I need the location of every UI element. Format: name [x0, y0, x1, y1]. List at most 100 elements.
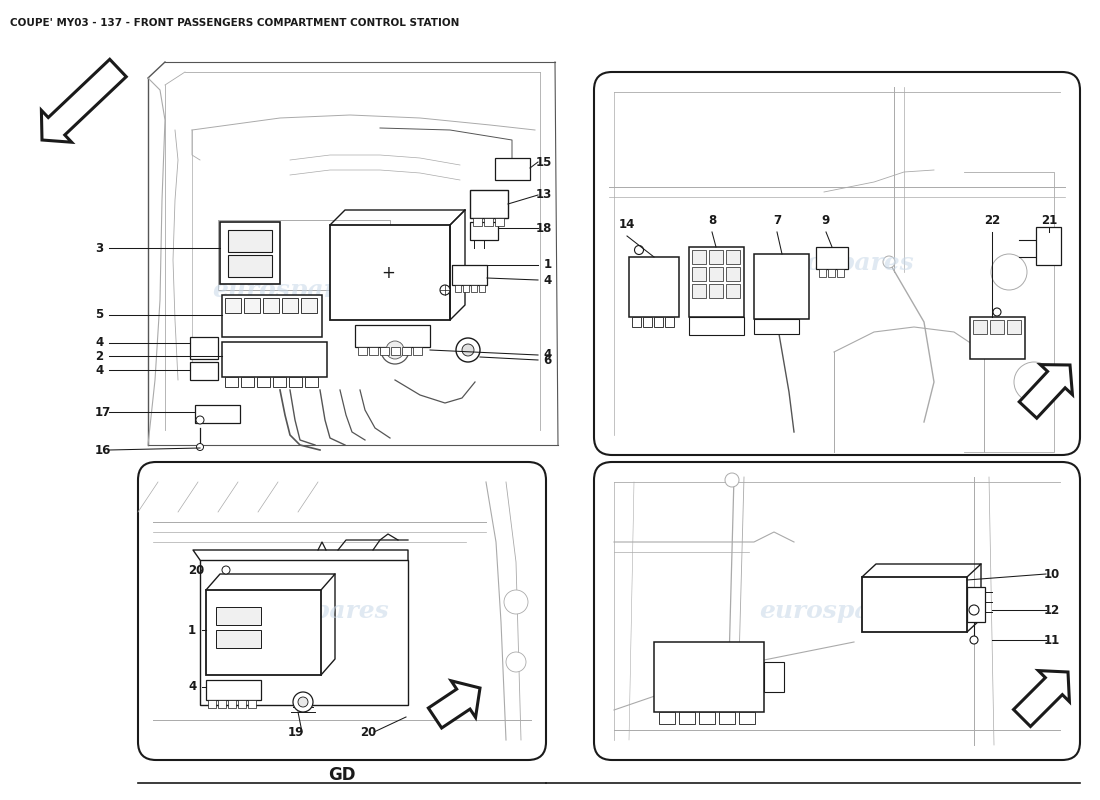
Bar [379, 347, 389, 355]
Bar [222, 342, 327, 377]
Text: 14: 14 [619, 218, 635, 230]
Text: 11: 11 [1044, 634, 1060, 646]
Circle shape [298, 697, 308, 707]
Text: 19: 19 [288, 726, 305, 738]
Bar [495, 218, 504, 226]
Circle shape [970, 636, 978, 644]
Bar [228, 255, 272, 277]
Bar [726, 250, 740, 264]
Bar [478, 285, 485, 292]
Bar [726, 267, 740, 281]
Circle shape [504, 590, 528, 614]
Circle shape [883, 256, 895, 268]
Bar [1036, 227, 1062, 265]
Circle shape [993, 308, 1001, 316]
Bar [689, 317, 744, 335]
Text: 12: 12 [1044, 603, 1060, 617]
Text: 4: 4 [543, 349, 552, 362]
Text: 3: 3 [95, 242, 103, 254]
Bar [452, 265, 487, 285]
Bar [710, 267, 723, 281]
Bar [679, 712, 695, 724]
Bar [257, 377, 270, 387]
Bar [216, 630, 261, 648]
Text: 1: 1 [188, 623, 196, 637]
Text: 4: 4 [543, 274, 552, 286]
Bar [473, 218, 482, 226]
Bar [206, 680, 261, 700]
Bar [837, 269, 844, 277]
Circle shape [222, 566, 230, 574]
Circle shape [386, 341, 404, 359]
Bar [208, 700, 216, 708]
Bar [289, 377, 302, 387]
Circle shape [635, 246, 643, 254]
Bar [754, 254, 808, 319]
Bar [190, 337, 218, 359]
FancyBboxPatch shape [594, 72, 1080, 455]
Circle shape [456, 338, 480, 362]
Text: COUPE' MY03 - 137 - FRONT PASSENGERS COMPARTMENT CONTROL STATION: COUPE' MY03 - 137 - FRONT PASSENGERS COM… [10, 18, 460, 28]
Bar [273, 377, 286, 387]
Bar [644, 317, 652, 327]
Bar [355, 325, 430, 347]
Bar [692, 267, 706, 281]
Bar [200, 560, 408, 705]
Polygon shape [1020, 365, 1072, 418]
Bar [305, 377, 318, 387]
Text: 22: 22 [983, 214, 1000, 226]
Text: 5: 5 [95, 309, 103, 322]
Bar [471, 285, 477, 292]
Bar [659, 712, 675, 724]
Text: 4: 4 [188, 681, 196, 694]
Bar [666, 317, 674, 327]
Polygon shape [428, 681, 480, 728]
Text: eurospares: eurospares [760, 599, 914, 623]
Bar [190, 362, 218, 380]
Bar [632, 317, 641, 327]
Bar [228, 700, 236, 708]
Bar [710, 250, 723, 264]
Text: GD: GD [328, 766, 355, 784]
Bar [974, 320, 987, 334]
FancyBboxPatch shape [138, 462, 546, 760]
Circle shape [440, 285, 450, 295]
Text: 4: 4 [95, 363, 103, 377]
Bar [390, 347, 400, 355]
Bar [719, 712, 735, 724]
Bar [216, 607, 261, 625]
Text: 17: 17 [95, 406, 111, 418]
Text: 9: 9 [822, 214, 830, 226]
Text: +: + [381, 264, 395, 282]
Bar [226, 298, 241, 313]
Text: 10: 10 [1044, 567, 1060, 581]
Text: eurospares: eurospares [212, 278, 367, 302]
Bar [263, 298, 279, 313]
Bar [654, 317, 663, 327]
Text: 2: 2 [95, 350, 103, 362]
Circle shape [462, 344, 474, 356]
Circle shape [991, 254, 1027, 290]
Bar [248, 700, 256, 708]
Bar [455, 285, 461, 292]
Text: 18: 18 [536, 222, 552, 234]
Bar [220, 222, 280, 284]
Circle shape [196, 416, 204, 424]
Bar [970, 317, 1025, 359]
Circle shape [197, 443, 204, 450]
Bar [358, 347, 367, 355]
Bar [726, 284, 740, 298]
Bar [764, 662, 784, 692]
Text: 4: 4 [95, 337, 103, 350]
Bar [470, 190, 508, 218]
Bar [710, 284, 723, 298]
Bar [484, 218, 493, 226]
Bar [820, 269, 826, 277]
Text: 6: 6 [543, 354, 552, 366]
Bar [698, 712, 715, 724]
Circle shape [506, 652, 526, 672]
Polygon shape [42, 59, 127, 142]
Text: 1: 1 [543, 258, 552, 271]
Bar [990, 320, 1004, 334]
Bar [689, 247, 744, 317]
